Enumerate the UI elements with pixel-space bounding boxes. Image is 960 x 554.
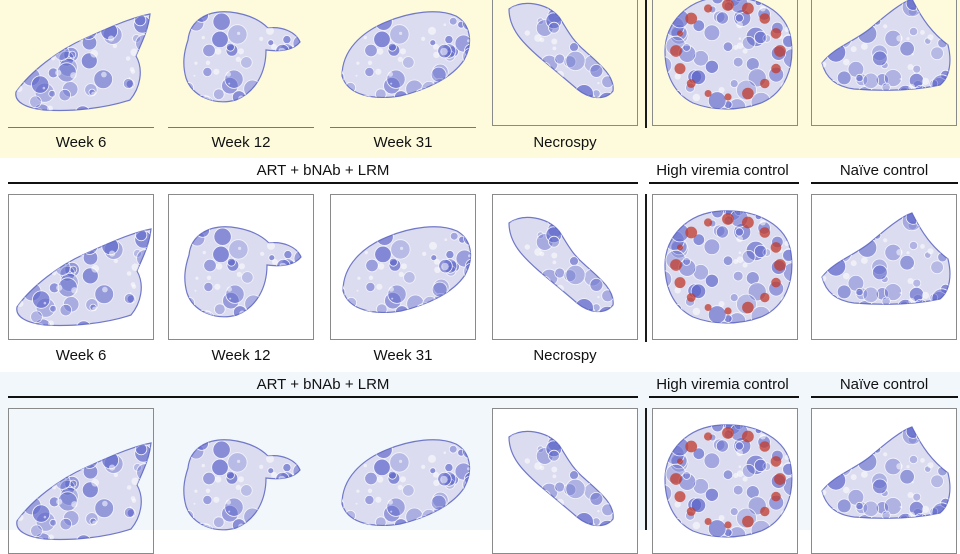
- tissue-panel-necropsy: [492, 0, 638, 126]
- tissue-panel-week-6: [8, 408, 154, 554]
- group-label-high-viremia: High viremia control: [646, 162, 799, 179]
- group-label-high-viremia: High viremia control: [646, 376, 799, 393]
- group-underline: [8, 396, 638, 398]
- group-underline: [649, 182, 799, 184]
- group-divider: [645, 408, 647, 530]
- tissue-section-image: [653, 0, 798, 126]
- tissue-panel-week-12: [168, 0, 314, 126]
- tissue-panel-week-31: [330, 194, 476, 340]
- tissue-panel-week-12: [168, 194, 314, 340]
- tissue-section-image: [331, 195, 476, 340]
- tissue-section-image: [9, 195, 154, 340]
- tissue-panel-high-viremia-control: [652, 194, 798, 340]
- group-divider: [645, 194, 647, 342]
- timepoint-label: Week 31: [330, 134, 476, 151]
- tissue-section-image: [812, 0, 957, 126]
- tissue-section-image: [169, 195, 314, 340]
- timepoint-label: Week 12: [168, 134, 314, 151]
- group-underline: [811, 396, 958, 398]
- tissue-panel-necropsy: [492, 408, 638, 554]
- tissue-section-image: [8, 0, 154, 126]
- timepoint-label: Necrospy: [492, 134, 638, 151]
- tissue-section-image: [493, 195, 638, 340]
- tissue-panel-week-31: [330, 0, 476, 126]
- tissue-panel-week-31: [330, 408, 476, 554]
- tissue-panel-week-6: [8, 0, 154, 126]
- group-label-treatment: ART + bNAb + LRM: [8, 162, 638, 179]
- group-divider: [645, 0, 647, 128]
- tissue-panel-week-6: [8, 194, 154, 340]
- tissue-panel-week-12: [168, 408, 314, 554]
- tissue-section-image: [9, 409, 154, 554]
- timepoint-label: Necrospy: [492, 347, 638, 364]
- tissue-section-image: [330, 408, 476, 554]
- tissue-panel-naive-control: [811, 0, 957, 126]
- panel-baseline: [8, 127, 154, 128]
- tissue-section-image: [653, 195, 798, 340]
- tissue-section-image: [653, 409, 798, 554]
- panel-baseline: [330, 127, 476, 128]
- tissue-section-image: [168, 0, 314, 126]
- tissue-panel-naive-control: [811, 194, 957, 340]
- group-underline: [649, 396, 799, 398]
- tissue-section-image: [493, 0, 638, 126]
- tissue-panel-necropsy: [492, 194, 638, 340]
- tissue-section-image: [330, 0, 476, 126]
- group-underline: [8, 182, 638, 184]
- tissue-section-image: [493, 409, 638, 554]
- tissue-panel-high-viremia-control: [652, 0, 798, 126]
- tissue-section-image: [812, 195, 957, 340]
- tissue-section-image: [812, 409, 957, 554]
- group-underline: [811, 182, 958, 184]
- timepoint-label: Week 12: [168, 347, 314, 364]
- group-label-naive: Naïve control: [810, 376, 958, 393]
- tissue-panel-naive-control: [811, 408, 957, 554]
- timepoint-label: Week 6: [8, 347, 154, 364]
- group-label-naive: Naïve control: [810, 162, 958, 179]
- timepoint-label: Week 31: [330, 347, 476, 364]
- tissue-panel-high-viremia-control: [652, 408, 798, 554]
- group-label-treatment: ART + bNAb + LRM: [8, 376, 638, 393]
- timepoint-label: Week 6: [8, 134, 154, 151]
- tissue-section-image: [168, 408, 314, 554]
- panel-baseline: [168, 127, 314, 128]
